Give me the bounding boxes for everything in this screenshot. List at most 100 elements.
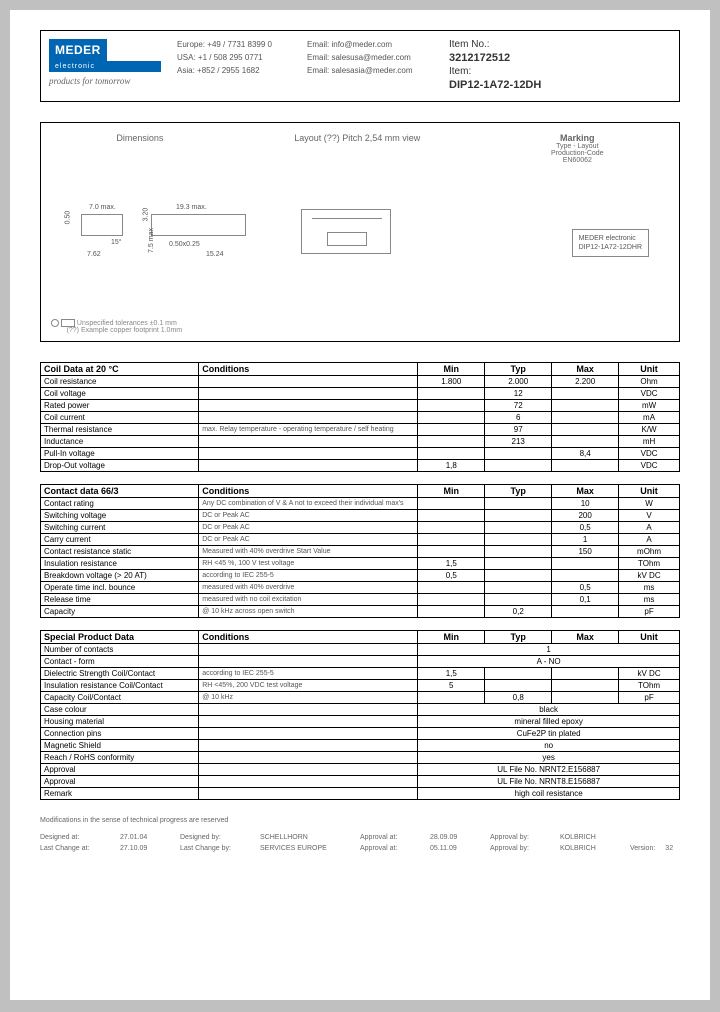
phone: +49 / 7731 8399 0 (207, 40, 272, 49)
row-cond: Measured with 40% overdrive Start Value (199, 546, 418, 558)
row-cond (199, 388, 418, 400)
row-label: Insulation resistance (41, 558, 199, 570)
row-typ: 12 (485, 388, 552, 400)
row-min: 1.800 (418, 376, 485, 388)
row-span-value: UL File No. NRNT2.E156887 (418, 764, 680, 776)
row-typ (485, 522, 552, 534)
row-unit: VDC (619, 388, 680, 400)
dim-h3: 7.5 max (148, 228, 155, 253)
row-label: Capacity Coil/Contact (41, 692, 199, 704)
table-row: Pull-In voltage8,4VDC (41, 448, 680, 460)
col-typ: Typ (485, 485, 552, 498)
row-min (418, 594, 485, 606)
footer-row: Last Change at: 27.10.09 Last Change by:… (40, 843, 680, 854)
marking-line1: MEDER electronic (579, 234, 642, 243)
table-row: Carry currentDC or Peak AC1A (41, 534, 680, 546)
row-cond (199, 716, 418, 728)
dim-pin: 0.50x0.25 (169, 241, 200, 248)
table-row: Rated power72mW (41, 400, 680, 412)
drawing-box: Dimensions Layout (??) Pitch 2,54 mm vie… (40, 122, 680, 342)
row-max (552, 460, 619, 472)
row-cond: Any DC combination of V & A not to excee… (199, 498, 418, 510)
row-label: Switching current (41, 522, 199, 534)
row-min: 0,5 (418, 570, 485, 582)
row-label: Coil voltage (41, 388, 199, 400)
col-unit: Unit (619, 363, 680, 376)
table-row: Insulation resistance Coil/ContactRH <45… (41, 680, 680, 692)
row-label: Release time (41, 594, 199, 606)
row-label: Approval (41, 776, 199, 788)
row-max: 8,4 (552, 448, 619, 460)
row-max (552, 388, 619, 400)
designed-at: 27.01.04 (120, 832, 170, 843)
row-unit: Ohm (619, 376, 680, 388)
row-typ (485, 546, 552, 558)
row-min (418, 606, 485, 618)
lastchange-by-label: Last Change by: (180, 843, 250, 854)
row-max: 10 (552, 498, 619, 510)
row-span-value: CuFe2P tin plated (418, 728, 680, 740)
row-cond: measured with 40% overdrive (199, 582, 418, 594)
approval-by: KOLBRICH (560, 832, 596, 843)
row-label: Number of contacts (41, 644, 199, 656)
row-label: Reach / RoHS conformity (41, 752, 199, 764)
email: salesasia@meder.com (331, 66, 412, 75)
row-min (418, 510, 485, 522)
marking-sample-box: MEDER electronic DIP12-1A72-12DHR (572, 229, 649, 257)
row-cond: max. Relay temperature - operating tempe… (199, 424, 418, 436)
row-cond (199, 752, 418, 764)
tolerance-note: Unspecified tolerances ±0.1 mm (77, 320, 177, 327)
dim-p2: 15.24 (206, 251, 224, 258)
col-min: Min (418, 363, 485, 376)
row-unit: TOhm (619, 558, 680, 570)
footer: Modifications in the sense of technical … (40, 815, 680, 855)
row-label: Operate time incl. bounce (41, 582, 199, 594)
table-row: Connection pinsCuFe2P tin plated (41, 728, 680, 740)
table-title: Coil Data at 20 °C (41, 363, 199, 376)
row-label: Coil resistance (41, 376, 199, 388)
row-typ (485, 460, 552, 472)
col-typ: Typ (485, 363, 552, 376)
region-label: Asia: (177, 66, 195, 75)
dim-p1: 7.62 (87, 251, 101, 258)
row-cond: measured with no coil excitation (199, 594, 418, 606)
row-typ (485, 510, 552, 522)
row-max (552, 680, 619, 692)
lastchange-at-label: Last Change at: (40, 843, 110, 854)
row-typ (485, 594, 552, 606)
row-min (418, 582, 485, 594)
row-min (418, 448, 485, 460)
row-min (418, 498, 485, 510)
phone: +1 / 508 295 0771 (198, 53, 263, 62)
dim-h1: 0.50 (64, 211, 71, 225)
row-unit: ms (619, 582, 680, 594)
row-max (552, 668, 619, 680)
marking-label: Marking (551, 133, 604, 143)
contact-phones: Europe: +49 / 7731 8399 0 USA: +1 / 508 … (169, 39, 299, 93)
slogan: products for tomorrow (49, 76, 161, 86)
row-span-value: UL File No. NRNT8.E156887 (418, 776, 680, 788)
row-unit: V (619, 510, 680, 522)
row-unit: A (619, 522, 680, 534)
row-label: Housing material (41, 716, 199, 728)
item-no: 3212172512 (449, 52, 541, 64)
circle-icon (51, 319, 59, 327)
table-row: Reach / RoHS conformityyes (41, 752, 680, 764)
row-label: Thermal resistance (41, 424, 199, 436)
table-row: Housing material mineral filled epoxy (41, 716, 680, 728)
row-cond: DC or Peak AC (199, 534, 418, 546)
row-min (418, 388, 485, 400)
approval-at-label: Approval at: (360, 843, 420, 854)
row-label: Drop-Out voltage (41, 460, 199, 472)
row-span-value: mineral filled epoxy (418, 716, 680, 728)
table-row: Contact - formA - NO (41, 656, 680, 668)
row-min (418, 522, 485, 534)
col-conditions: Conditions (199, 363, 418, 376)
row-typ (485, 680, 552, 692)
dim-w2: 19.3 max. (176, 204, 207, 211)
row-max (552, 570, 619, 582)
row-max: 2.200 (552, 376, 619, 388)
row-typ: 97 (485, 424, 552, 436)
row-unit: kV DC (619, 570, 680, 582)
table-row: Breakdown voltage (> 20 AT)according to … (41, 570, 680, 582)
